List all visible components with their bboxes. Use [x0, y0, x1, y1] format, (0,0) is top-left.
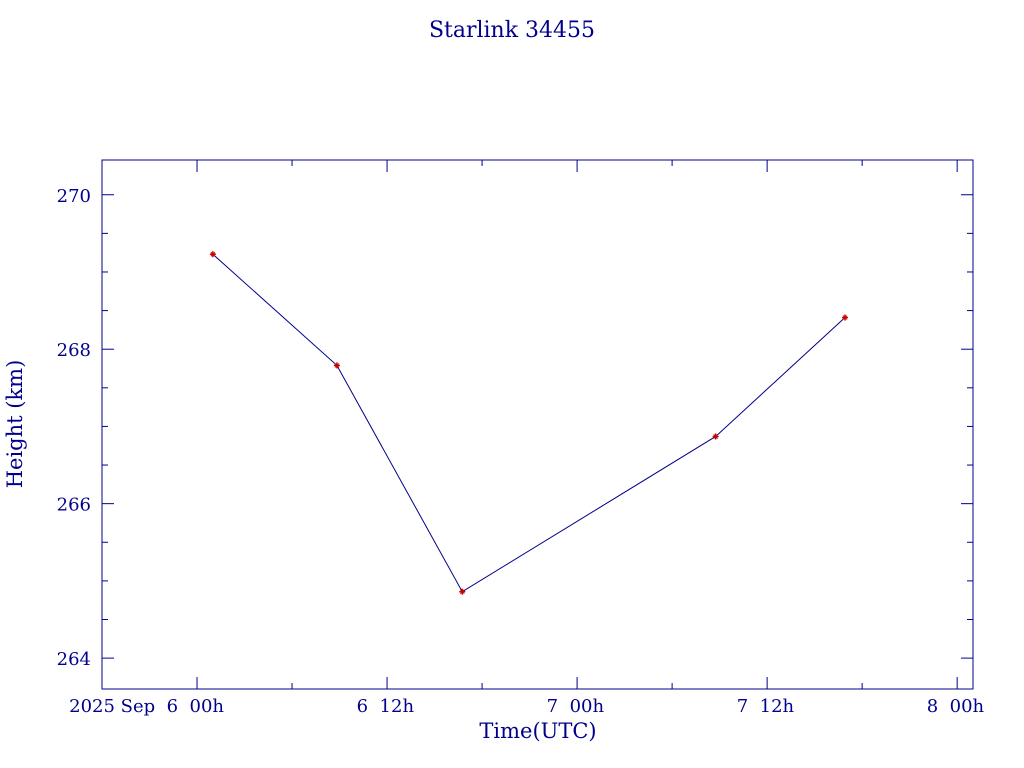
y-tick-label: 268 — [57, 340, 91, 361]
series-line — [212, 253, 846, 593]
marker-stroke — [842, 315, 848, 320]
data-point — [841, 314, 848, 321]
marker-stroke — [334, 363, 340, 368]
marker-stroke — [210, 251, 216, 257]
tick-marks — [101, 160, 973, 689]
y-tick-label: 264 — [57, 649, 91, 670]
x-tick-label: 8 00h — [927, 696, 985, 717]
data-point — [459, 588, 466, 595]
y-tick-label: 270 — [57, 186, 91, 207]
height-series — [209, 251, 848, 595]
marker-stroke — [713, 434, 719, 439]
x-tick-labels: 2025 Sep 6 00h 6 12h 7 00h 7 12h 8 00h — [69, 696, 984, 717]
y-tick-label: 266 — [57, 495, 91, 516]
x-tick-label: 7 12h — [737, 696, 795, 717]
y-axis-label: Height (km) — [3, 360, 27, 489]
data-point — [333, 362, 340, 369]
plot-frame — [101, 159, 974, 690]
data-point — [209, 251, 216, 258]
data-point — [712, 433, 719, 440]
x-axis-label: Time(UTC) — [479, 719, 596, 743]
x-tick-label: 2025 Sep 6 00h — [69, 696, 224, 717]
chart-title: Starlink 34455 — [429, 18, 595, 43]
marker-stroke — [459, 589, 465, 595]
x-tick-label: 6 12h — [357, 696, 415, 717]
x-tick-label: 7 00h — [547, 696, 605, 717]
y-tick-labels: 264 266 268 270 — [57, 186, 91, 670]
